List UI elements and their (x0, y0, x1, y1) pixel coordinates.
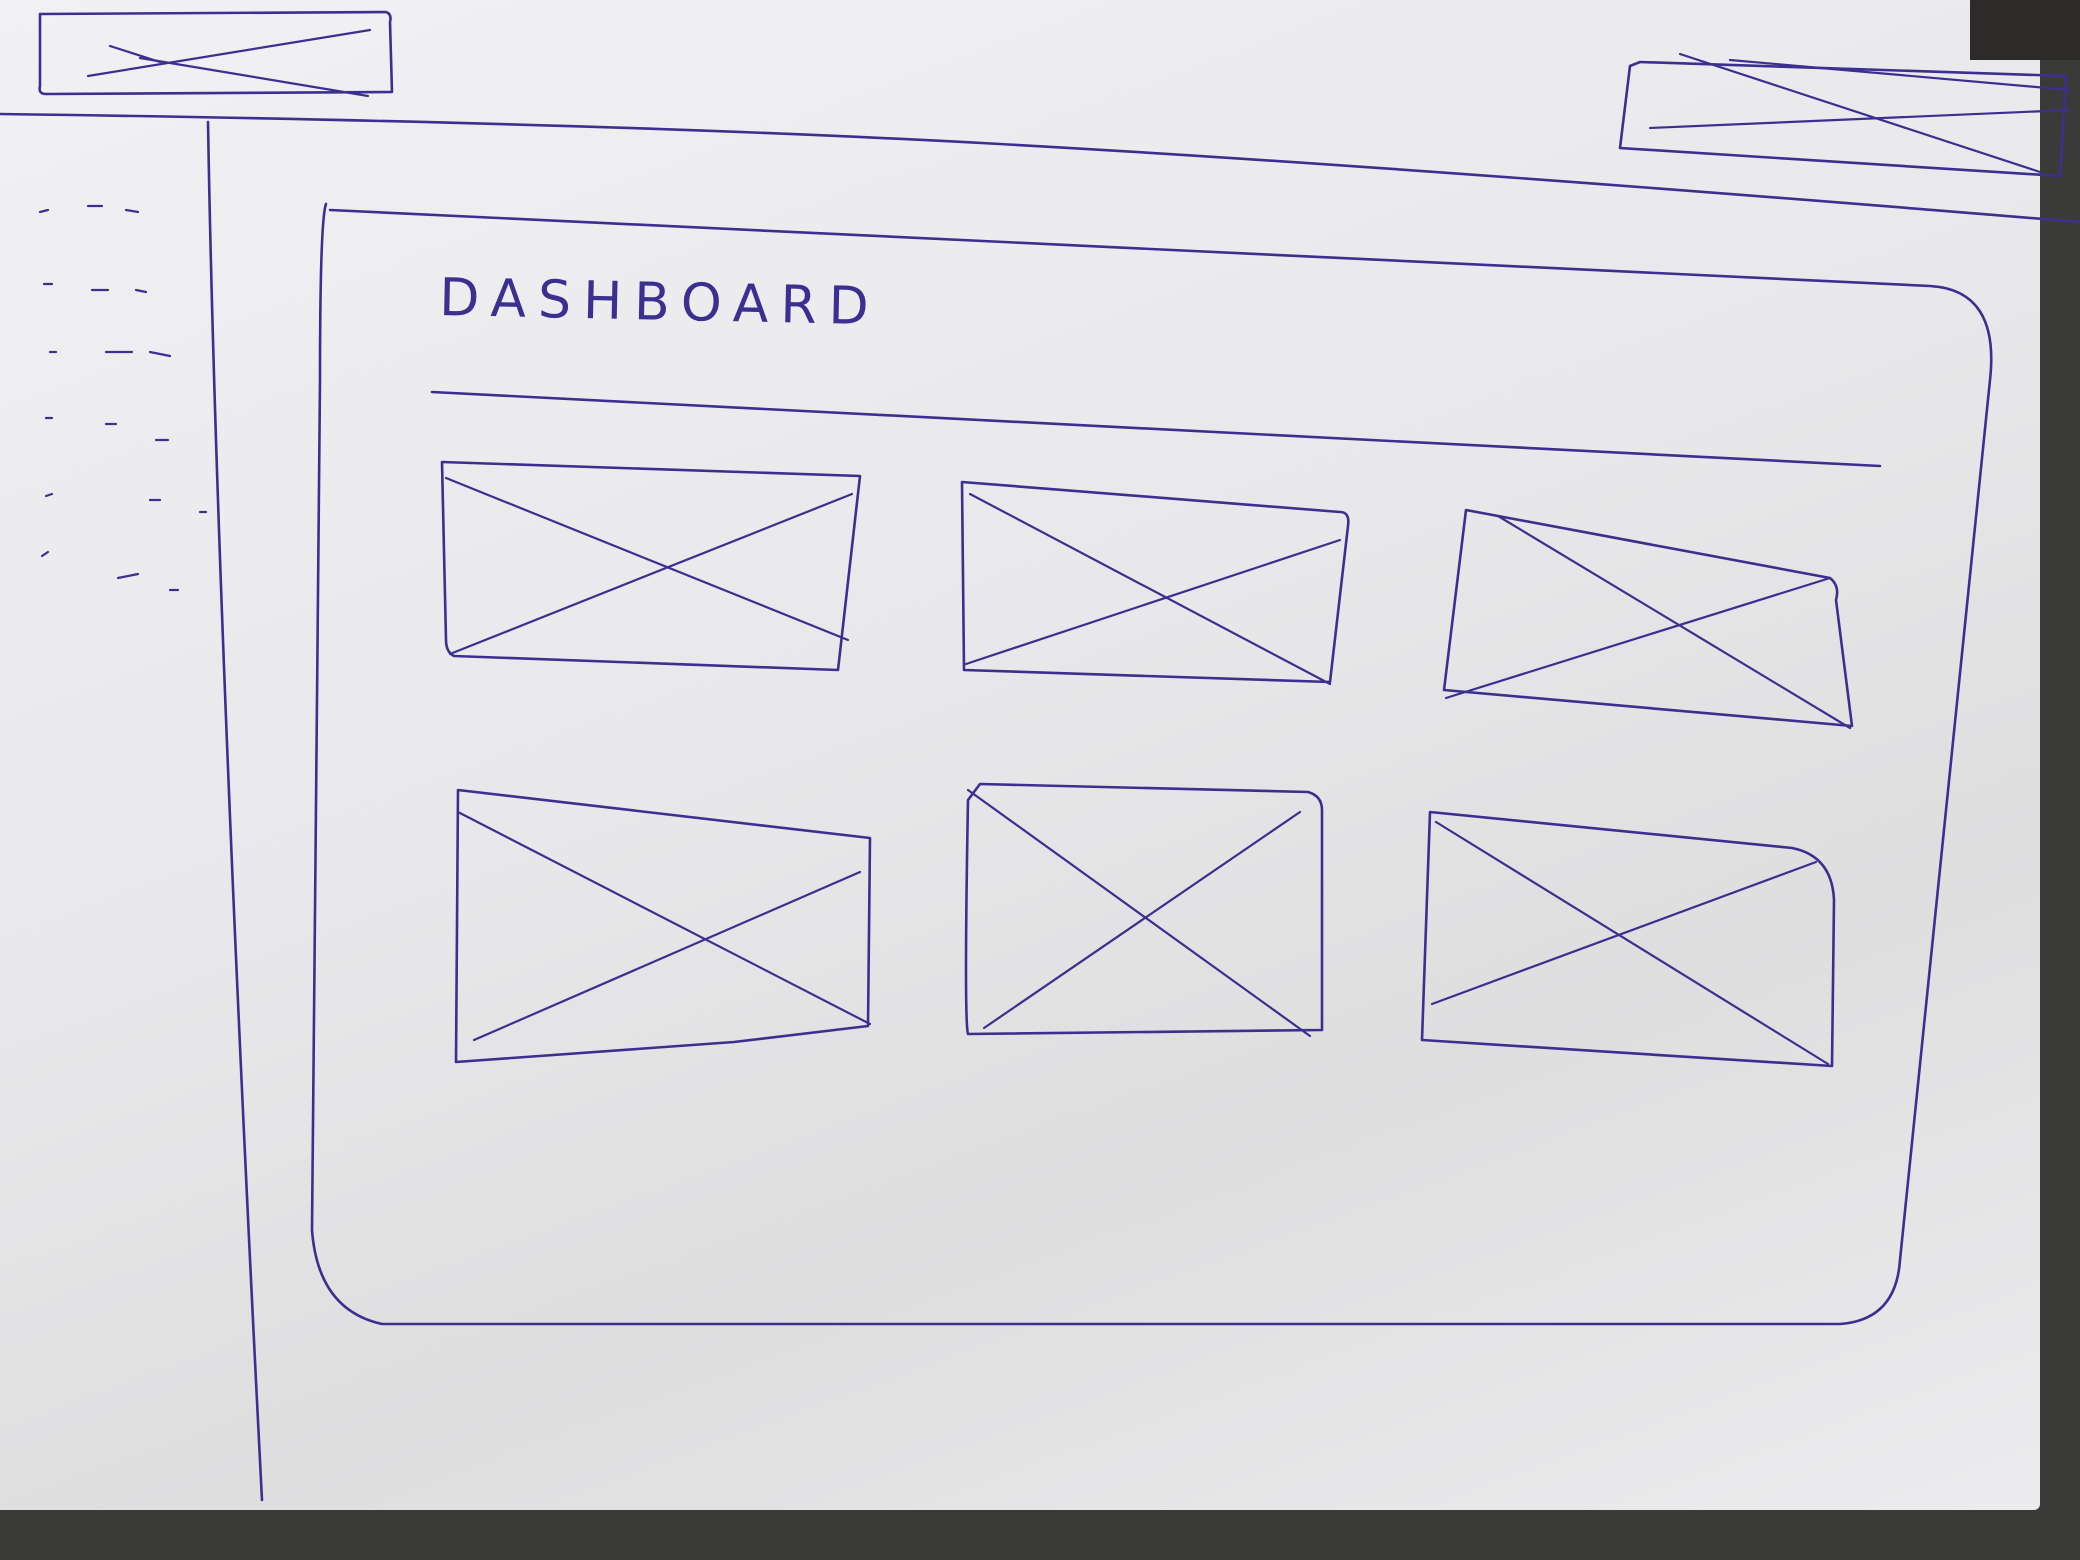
card-image-placeholder[interactable] (440, 460, 862, 672)
card-image-placeholder[interactable] (1420, 810, 1836, 1068)
card-image-placeholder[interactable] (960, 480, 1350, 686)
background-surface (1970, 0, 2080, 60)
sidebar-item[interactable] (40, 550, 180, 592)
card-image-placeholder[interactable] (454, 788, 872, 1064)
paper-sheet (0, 0, 2040, 1510)
sidebar-divider (206, 120, 264, 1502)
card-image-placeholder[interactable] (964, 782, 1324, 1038)
sidebar-item[interactable] (44, 492, 208, 514)
header-divider (0, 112, 2080, 224)
logo-image-placeholder[interactable] (38, 10, 394, 98)
main-panel (310, 202, 1993, 1326)
profile-image-placeholder[interactable] (1618, 52, 2072, 178)
sidebar-item[interactable] (44, 416, 170, 442)
page-title: DASHBOARD (438, 268, 882, 338)
sidebar-item[interactable] (42, 282, 148, 294)
sidebar-item[interactable] (38, 204, 140, 214)
card-image-placeholder[interactable] (1442, 508, 1854, 730)
sidebar-item[interactable] (48, 350, 172, 358)
sidebar-menu (38, 204, 208, 592)
title-underline (430, 390, 1882, 468)
